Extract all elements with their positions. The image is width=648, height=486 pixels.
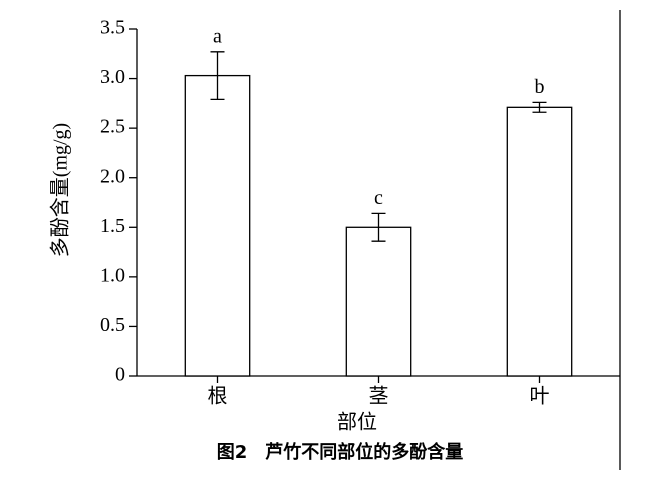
figure-caption: 图2 芦竹不同部位的多酚含量 (217, 441, 464, 463)
significance-letter: a (213, 25, 222, 47)
bar (506, 106, 573, 377)
y-tick-label: 1.5 (100, 215, 125, 237)
error-bar (210, 51, 225, 101)
significance-letter: c (374, 187, 383, 209)
x-tick-label: 茎 (369, 385, 389, 408)
x-axis-label: 部位 (337, 411, 377, 434)
y-tick-label: 3.5 (100, 17, 125, 39)
y-tick-label: 2.0 (100, 165, 125, 187)
bar (345, 226, 412, 377)
x-tick-label: 根 (208, 385, 228, 408)
y-tick-label: 3.0 (100, 66, 125, 88)
bar (184, 74, 251, 377)
significance-letter: b (535, 76, 545, 98)
x-tick-label: 叶 (530, 385, 550, 408)
y-tick-label: 0.5 (100, 314, 125, 336)
y-tick-label: 2.5 (100, 116, 125, 138)
error-bar (371, 212, 386, 242)
error-bar (532, 101, 547, 113)
y-axis-label: 多酚含量(mg/g) (49, 123, 72, 257)
y-tick-label: 0 (115, 364, 125, 386)
y-tick-label: 1.0 (100, 264, 125, 286)
